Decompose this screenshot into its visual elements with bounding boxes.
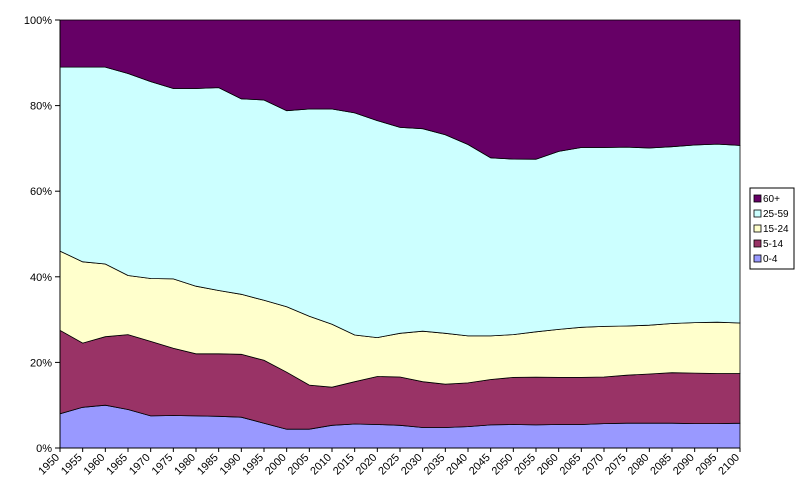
y-tick-label: 80% xyxy=(30,101,52,113)
x-tick-label: 1985 xyxy=(195,452,221,478)
x-tick-label: 2065 xyxy=(558,452,584,478)
x-tick-label: 2070 xyxy=(580,452,606,478)
x-tick-label: 2030 xyxy=(399,452,425,478)
legend-swatch-5-14 xyxy=(753,239,762,248)
x-tick-label: 1950 xyxy=(36,452,62,478)
x-tick-label: 2005 xyxy=(286,452,312,478)
legend-label-0-4: 0-4 xyxy=(763,254,778,265)
plot-areas xyxy=(59,19,741,449)
y-tick-label: 40% xyxy=(30,272,52,284)
legend-label-25-59: 25-59 xyxy=(763,209,789,220)
x-tick-label: 2095 xyxy=(694,452,720,478)
y-tick-label: 20% xyxy=(30,357,52,369)
x-tick-label: 2020 xyxy=(354,452,380,478)
x-tick-label: 2040 xyxy=(444,452,470,478)
legend-swatch-25-59 xyxy=(753,209,762,218)
x-tick-label: 1980 xyxy=(172,452,198,478)
legend-swatch-0-4 xyxy=(753,254,762,263)
x-tick-label: 2055 xyxy=(512,452,538,478)
y-tick-label: 0% xyxy=(36,443,52,455)
legend-label-15-24: 15-24 xyxy=(763,224,789,235)
x-tick-label: 2000 xyxy=(263,452,289,478)
x-tick-label: 2010 xyxy=(308,452,334,478)
legend-label-5-14: 5-14 xyxy=(763,239,783,250)
x-tick-label: 2080 xyxy=(626,452,652,478)
x-tick-label: 1955 xyxy=(59,452,85,478)
y-axis-ticks: 0% 20% 40% 60% 80% 100% xyxy=(24,15,60,455)
legend-label-60+: 60+ xyxy=(763,194,780,205)
x-tick-label: 2075 xyxy=(603,452,629,478)
legend-swatch-60+ xyxy=(753,194,762,203)
x-tick-label: 2015 xyxy=(331,452,357,478)
x-tick-label: 2045 xyxy=(467,452,493,478)
x-tick-label: 1970 xyxy=(127,452,153,478)
legend-swatch-15-24 xyxy=(753,224,762,233)
x-tick-label: 2060 xyxy=(535,452,561,478)
x-tick-label: 2100 xyxy=(716,452,742,478)
y-tick-label: 100% xyxy=(24,15,52,27)
x-tick-label: 1990 xyxy=(218,452,244,478)
x-tick-label: 1965 xyxy=(104,452,130,478)
y-tick-label: 60% xyxy=(30,186,52,198)
x-tick-label: 2085 xyxy=(648,452,674,478)
x-tick-label: 1960 xyxy=(82,452,108,478)
x-axis-ticks: 1950195519601965197019751980198519901995… xyxy=(36,448,742,477)
x-tick-label: 2050 xyxy=(490,452,516,478)
area-series-60+ xyxy=(59,19,741,160)
x-tick-label: 2025 xyxy=(376,452,402,478)
x-tick-label: 2035 xyxy=(422,452,448,478)
x-tick-label: 1975 xyxy=(150,452,176,478)
x-tick-label: 1995 xyxy=(240,452,266,478)
x-tick-label: 2090 xyxy=(671,452,697,478)
legend: 60+ 25-59 15-24 5-14 0-4 xyxy=(749,187,795,270)
